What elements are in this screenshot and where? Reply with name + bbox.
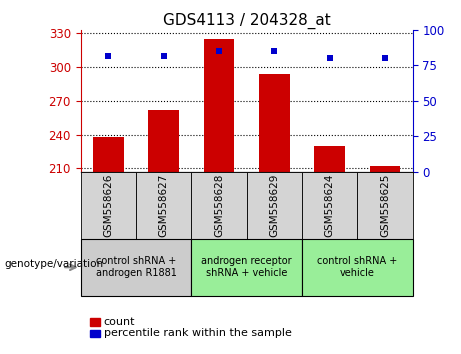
Text: GSM558626: GSM558626 <box>103 173 113 237</box>
Text: GSM558627: GSM558627 <box>159 173 169 237</box>
Text: GSM558624: GSM558624 <box>325 173 335 237</box>
Point <box>215 48 223 54</box>
Point <box>326 56 333 61</box>
Bar <box>247 172 302 239</box>
Text: percentile rank within the sample: percentile rank within the sample <box>104 329 292 338</box>
Bar <box>302 172 357 239</box>
Point <box>271 48 278 54</box>
Bar <box>204 39 234 172</box>
Bar <box>314 146 345 172</box>
Text: genotype/variation: genotype/variation <box>5 259 104 269</box>
Bar <box>259 74 290 172</box>
Bar <box>191 239 302 296</box>
Bar <box>302 239 413 296</box>
Text: control shRNA +
androgen R1881: control shRNA + androgen R1881 <box>95 256 177 278</box>
Bar <box>370 166 400 172</box>
Bar <box>93 137 124 172</box>
Bar <box>136 172 191 239</box>
Text: control shRNA +
vehicle: control shRNA + vehicle <box>317 256 397 278</box>
Title: GDS4113 / 204328_at: GDS4113 / 204328_at <box>163 12 331 29</box>
Point <box>160 53 167 58</box>
Bar <box>90 330 100 337</box>
Bar <box>90 318 100 326</box>
Text: GSM558629: GSM558629 <box>269 173 279 237</box>
Bar <box>191 172 247 239</box>
Bar <box>81 239 191 296</box>
Text: count: count <box>104 317 135 327</box>
Text: androgen receptor
shRNA + vehicle: androgen receptor shRNA + vehicle <box>201 256 292 278</box>
Point <box>105 53 112 58</box>
Bar <box>148 110 179 172</box>
Bar <box>81 172 136 239</box>
Bar <box>357 172 413 239</box>
Text: GSM558628: GSM558628 <box>214 173 224 237</box>
Point <box>381 56 389 61</box>
Text: GSM558625: GSM558625 <box>380 173 390 237</box>
